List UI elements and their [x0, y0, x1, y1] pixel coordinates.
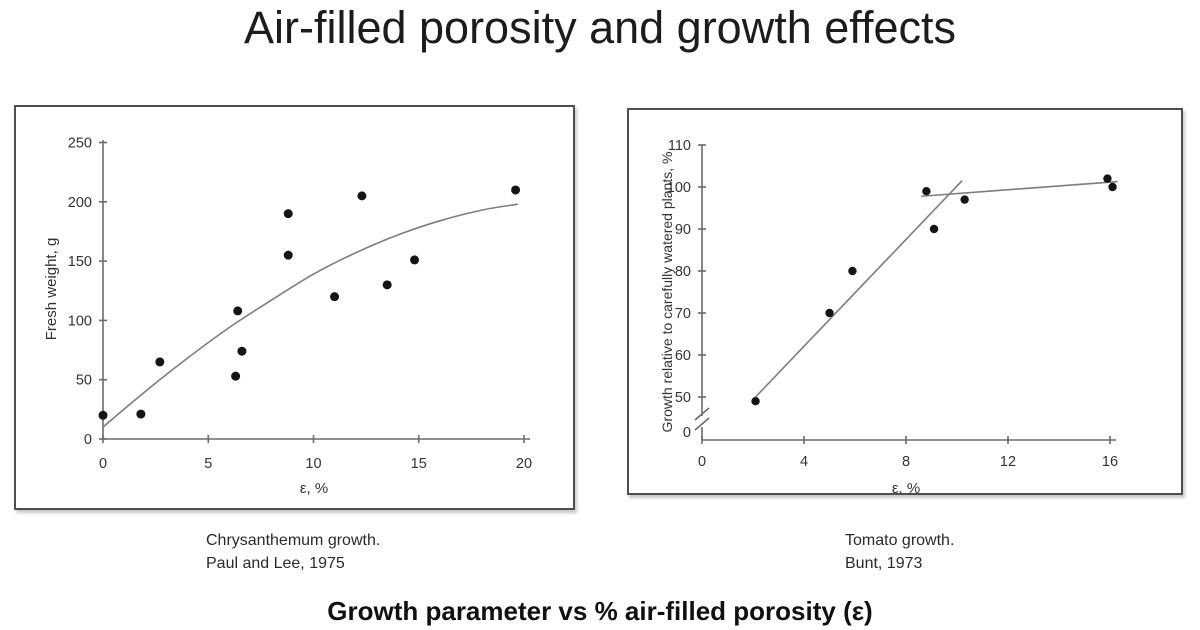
- y-tick-label: 250: [68, 136, 92, 152]
- data-point: [136, 409, 146, 419]
- x-tick-label: 10: [305, 456, 321, 472]
- x-axis-label: ε, %: [892, 480, 920, 493]
- trend-line: [921, 180, 1118, 198]
- x-tick-label: 0: [698, 454, 706, 470]
- y-tick-label: 60: [675, 348, 691, 364]
- chrysanthemum-chart-panel: 0 5 10 15 20 0 50 100 150 200 250 ε, % Fresh weight,…: [14, 105, 575, 510]
- tomato-chart: 0 4 8 12 16 0 50 60 70 80 90 100 110 ε, % Growth relat…: [659, 138, 1118, 493]
- tomato-chart-panel: 0 4 8 12 16 0 50 60 70 80 90 100 110 ε, % Growth relat…: [627, 108, 1183, 495]
- footer-title: Growth parameter vs % air-filled porosit…: [327, 596, 873, 626]
- y-tick-label: 80: [675, 264, 691, 280]
- trend-curve: [102, 203, 518, 428]
- y-tick-label: 0: [683, 425, 691, 441]
- data-point: [410, 255, 420, 265]
- data-point: [330, 292, 340, 302]
- axis-break-mark: [694, 407, 710, 421]
- data-point: [155, 357, 165, 367]
- data-point: [237, 346, 247, 356]
- data-point: [382, 280, 392, 290]
- x-tick-label: 12: [1000, 454, 1016, 470]
- data-point: [929, 224, 939, 234]
- y-tick-label: 0: [84, 432, 92, 448]
- x-tick-label: 5: [204, 456, 212, 472]
- y-tick-label: 110: [668, 138, 691, 154]
- y-tick-label: 100: [667, 180, 691, 196]
- data-point: [1103, 174, 1112, 183]
- data-point: [283, 209, 293, 219]
- data-point: [751, 397, 760, 406]
- y-axis-label: Growth relative to carefully watered pla…: [659, 152, 675, 433]
- data-point: [960, 195, 969, 204]
- chrysanthemum-caption: Chrysanthemum growth. Paul and Lee, 1975: [206, 529, 380, 575]
- x-tick-label: 16: [1102, 454, 1118, 470]
- slide-title: Air-filled porosity and growth effects: [243, 2, 956, 53]
- y-tick-label: 100: [68, 313, 92, 329]
- data-point: [1108, 182, 1117, 192]
- data-point: [357, 191, 367, 201]
- y-tick-label: 50: [76, 373, 92, 389]
- y-tick-label: 90: [675, 222, 691, 238]
- x-tick-label: 8: [902, 454, 910, 470]
- y-axis-label: Fresh weight, g: [43, 238, 60, 341]
- data-point: [233, 306, 243, 316]
- x-tick-label: 4: [800, 454, 808, 470]
- caption-line-1: Chrysanthemum growth.: [206, 532, 381, 549]
- x-tick-label: 15: [411, 456, 427, 472]
- axis-break-mark: [694, 417, 710, 431]
- x-axis-label: ε, %: [300, 480, 328, 497]
- caption-line-2: Paul and Lee, 1975: [206, 555, 345, 572]
- y-tick-label: 150: [68, 254, 92, 270]
- data-point: [922, 187, 931, 196]
- x-tick-label: 0: [99, 456, 107, 472]
- data-point: [825, 308, 834, 318]
- caption-line-2: Bunt, 1973: [845, 555, 923, 572]
- y-tick-label: 70: [675, 306, 691, 322]
- trend-line: [754, 180, 963, 398]
- data-point: [283, 250, 293, 260]
- tomato-caption: Tomato growth. Bunt, 1973: [845, 529, 954, 575]
- caption-line-1: Tomato growth.: [845, 532, 955, 549]
- data-point: [848, 266, 857, 276]
- data-point: [511, 185, 521, 195]
- y-tick-label: 50: [675, 390, 691, 406]
- y-tick-label: 200: [68, 195, 92, 211]
- data-point: [231, 371, 241, 381]
- x-tick-label: 20: [516, 456, 532, 472]
- data-point: [98, 410, 108, 420]
